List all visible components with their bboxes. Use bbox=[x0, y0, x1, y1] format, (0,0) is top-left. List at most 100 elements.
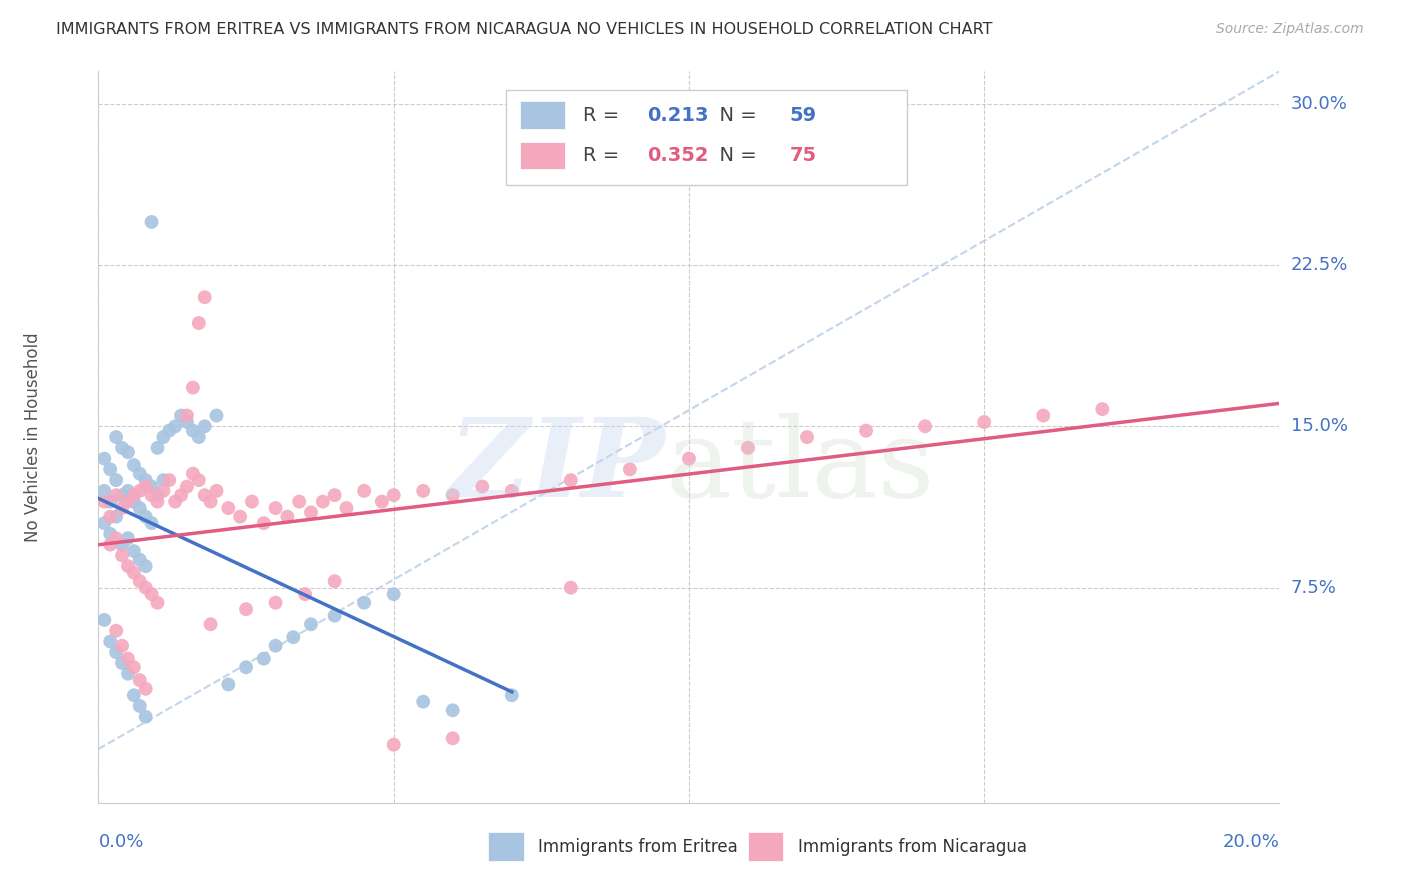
Point bbox=[122, 688, 145, 702]
Point bbox=[117, 494, 139, 508]
Point bbox=[105, 624, 128, 638]
Point bbox=[353, 483, 375, 498]
Point bbox=[117, 483, 139, 498]
Point bbox=[288, 494, 311, 508]
Point bbox=[170, 409, 193, 423]
Point bbox=[312, 494, 335, 508]
Point bbox=[105, 531, 128, 545]
Point bbox=[471, 479, 494, 493]
Point bbox=[141, 488, 163, 502]
Point bbox=[441, 703, 464, 717]
Point bbox=[146, 494, 169, 508]
Point bbox=[111, 549, 134, 563]
Point bbox=[152, 483, 174, 498]
Point bbox=[117, 531, 139, 545]
Point bbox=[135, 473, 157, 487]
Text: N =: N = bbox=[707, 106, 762, 125]
Text: 7.5%: 7.5% bbox=[1291, 579, 1337, 597]
Point bbox=[371, 494, 394, 508]
Point bbox=[1091, 402, 1114, 417]
Point bbox=[619, 462, 641, 476]
FancyBboxPatch shape bbox=[748, 832, 783, 862]
Point bbox=[678, 451, 700, 466]
Point bbox=[323, 574, 346, 589]
Point bbox=[93, 483, 115, 498]
FancyBboxPatch shape bbox=[506, 90, 907, 185]
Point bbox=[122, 488, 145, 502]
Point bbox=[152, 430, 174, 444]
Point bbox=[98, 509, 121, 524]
Point bbox=[122, 544, 145, 558]
Point bbox=[276, 509, 298, 524]
Point bbox=[157, 424, 180, 438]
Point bbox=[117, 445, 139, 459]
Point bbox=[501, 483, 523, 498]
Point bbox=[181, 467, 204, 481]
Point bbox=[200, 617, 222, 632]
Point bbox=[253, 651, 276, 665]
Point bbox=[141, 479, 163, 493]
Point bbox=[93, 494, 115, 508]
Point bbox=[111, 656, 134, 670]
Point bbox=[264, 501, 287, 516]
Point bbox=[382, 738, 405, 752]
Point bbox=[441, 731, 464, 746]
Point bbox=[737, 441, 759, 455]
Point bbox=[93, 451, 115, 466]
Point bbox=[111, 538, 134, 552]
Point bbox=[973, 415, 995, 429]
Point bbox=[176, 415, 198, 429]
Point bbox=[122, 494, 145, 508]
Text: 20.0%: 20.0% bbox=[1223, 833, 1279, 851]
Point bbox=[135, 681, 157, 696]
Point bbox=[98, 462, 121, 476]
Point bbox=[98, 634, 121, 648]
Text: 59: 59 bbox=[789, 106, 817, 125]
Point bbox=[176, 479, 198, 493]
Point bbox=[105, 430, 128, 444]
Point bbox=[98, 527, 121, 541]
Point bbox=[299, 617, 322, 632]
Text: Source: ZipAtlas.com: Source: ZipAtlas.com bbox=[1216, 22, 1364, 37]
Point bbox=[560, 581, 582, 595]
Point bbox=[187, 430, 209, 444]
Point bbox=[141, 215, 163, 229]
Text: Immigrants from Nicaragua: Immigrants from Nicaragua bbox=[797, 838, 1026, 855]
Point bbox=[235, 602, 257, 616]
Point bbox=[157, 473, 180, 487]
Point bbox=[382, 488, 405, 502]
Point bbox=[93, 516, 115, 530]
Point bbox=[217, 677, 239, 691]
Point bbox=[194, 419, 217, 434]
Point bbox=[323, 488, 346, 502]
Text: 0.213: 0.213 bbox=[648, 106, 709, 125]
Text: R =: R = bbox=[582, 146, 626, 165]
Point bbox=[217, 501, 239, 516]
Text: N =: N = bbox=[707, 146, 762, 165]
Point bbox=[855, 424, 877, 438]
Text: No Vehicles in Household: No Vehicles in Household bbox=[24, 332, 42, 542]
Point bbox=[205, 409, 228, 423]
Point bbox=[128, 483, 150, 498]
Point bbox=[122, 458, 145, 472]
Point bbox=[181, 381, 204, 395]
Point bbox=[135, 479, 157, 493]
Point bbox=[135, 559, 157, 574]
Point bbox=[98, 538, 121, 552]
Point bbox=[240, 494, 263, 508]
Point bbox=[323, 608, 346, 623]
Point bbox=[264, 639, 287, 653]
Point bbox=[382, 587, 405, 601]
Text: 30.0%: 30.0% bbox=[1291, 95, 1347, 112]
Point bbox=[146, 441, 169, 455]
Point bbox=[141, 587, 163, 601]
Point bbox=[796, 430, 818, 444]
Text: atlas: atlas bbox=[665, 413, 935, 520]
Text: ZIP: ZIP bbox=[449, 413, 665, 520]
Point bbox=[165, 419, 187, 434]
Point bbox=[111, 488, 134, 502]
Point bbox=[128, 673, 150, 688]
Point bbox=[117, 559, 139, 574]
Point bbox=[335, 501, 357, 516]
Point bbox=[187, 316, 209, 330]
